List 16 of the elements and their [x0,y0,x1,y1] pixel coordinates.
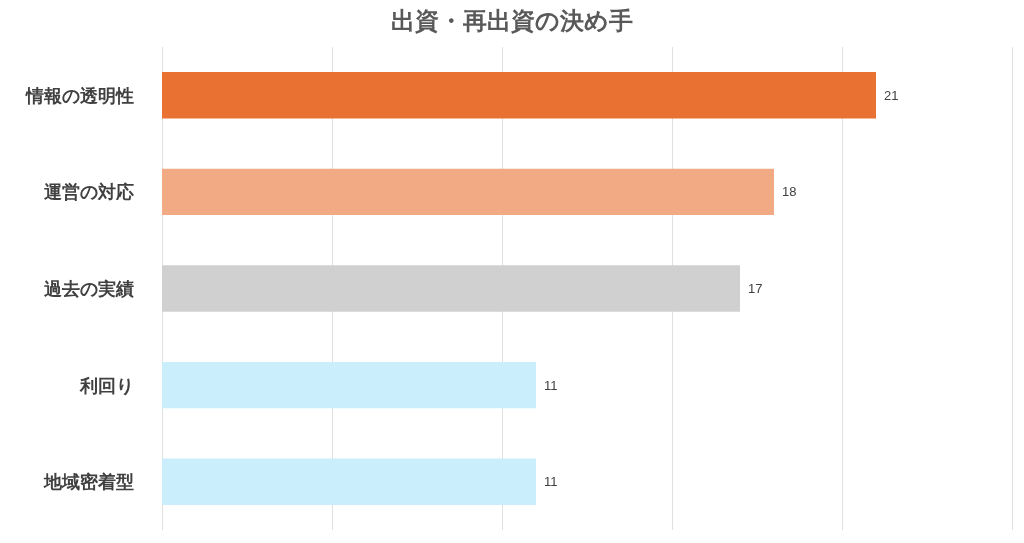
chart-title: 出資・再出資の決め手 [391,7,633,35]
bar [162,168,774,216]
y-tick-label: 利回り [79,374,134,396]
bar [162,458,536,505]
bar [162,72,876,119]
data-label: 11 [544,474,558,490]
data-label: 21 [884,87,899,103]
bar [162,265,740,312]
data-label: 11 [544,377,558,393]
y-tick-label: 情報の透明性 [25,84,134,106]
y-tick-label: 過去の実績 [43,278,134,299]
bar [162,361,536,409]
y-tick-label: 運営の対応 [43,181,134,203]
data-label: 17 [748,281,763,296]
data-label: 18 [782,184,797,200]
y-tick-label: 地域密着型 [43,471,134,493]
